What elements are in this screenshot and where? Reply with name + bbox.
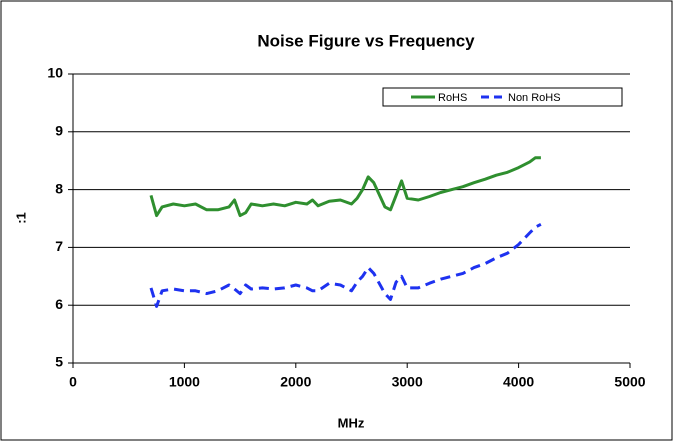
y-tick-label: 7	[55, 238, 63, 254]
legend-label: RoHS	[438, 92, 467, 104]
x-tick-label: 2000	[280, 374, 311, 390]
legend-label: Non RoHS	[508, 92, 561, 104]
x-tick-label: 0	[69, 374, 77, 390]
y-tick-label: 6	[55, 296, 63, 312]
chart-title: Noise Figure vs Frequency	[257, 31, 475, 50]
y-tick-label: 9	[55, 123, 63, 139]
y-axis-label: :1	[13, 212, 28, 224]
x-tick-label: 4000	[503, 374, 534, 390]
data-line	[149, 222, 542, 308]
y-tick-label: 10	[47, 65, 63, 81]
x-axis-label: MHz	[338, 415, 365, 430]
y-tick-label: 8	[55, 180, 63, 196]
y-tick-label: 5	[55, 354, 63, 370]
x-tick-label: 1000	[169, 374, 200, 390]
x-tick-label: 5000	[614, 374, 645, 390]
legend-box	[382, 87, 623, 107]
x-tick-label: 3000	[392, 374, 423, 390]
data-line	[149, 156, 541, 218]
